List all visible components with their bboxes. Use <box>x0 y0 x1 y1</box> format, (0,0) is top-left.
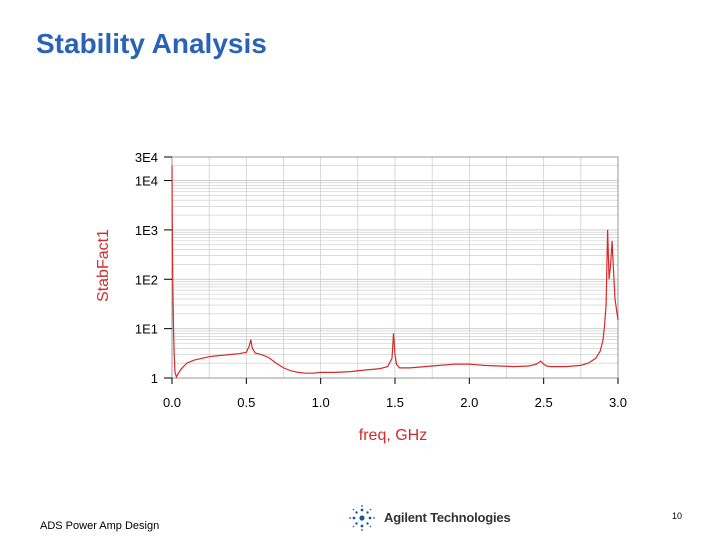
y-tick-label: 3E4 <box>135 150 158 165</box>
chart-grid <box>171 156 619 379</box>
y-tick-label: 1E1 <box>135 322 158 337</box>
slide-title: Stability Analysis <box>36 28 267 59</box>
footer-text: ADS Power Amp Design <box>40 520 160 532</box>
series-line-stabfact1 <box>171 165 619 379</box>
y-tick-label: 1E2 <box>135 272 158 287</box>
x-axis-label: freq, GHz <box>359 427 427 444</box>
y-tick-label: 1 <box>151 371 158 386</box>
x-tick-label: 3.0 <box>609 395 627 410</box>
page-number: 10 <box>672 511 683 521</box>
x-tick-label: 2.5 <box>535 395 553 410</box>
x-tick-label: 2.0 <box>460 395 478 410</box>
y-tick-label: 1E3 <box>135 223 158 238</box>
agilent-logo: Agilent Technologies <box>344 503 524 533</box>
x-tick-label: 1.5 <box>386 395 404 410</box>
x-tick-label: 0.0 <box>163 395 181 410</box>
chart-axes: 1 1E1 1E2 1E3 1E4 3E4 0.0 0.5 1.0 1.5 2.0 2.5 3.0 <box>135 150 627 410</box>
logo-text: Agilent Technologies <box>384 510 511 525</box>
x-tick-label: 1.0 <box>312 395 330 410</box>
y-axis-label: StabFact1 <box>95 229 112 302</box>
x-tick-label: 0.5 <box>237 395 255 410</box>
agilent-spark-icon <box>349 505 375 531</box>
y-tick-label: 1E4 <box>135 174 158 189</box>
